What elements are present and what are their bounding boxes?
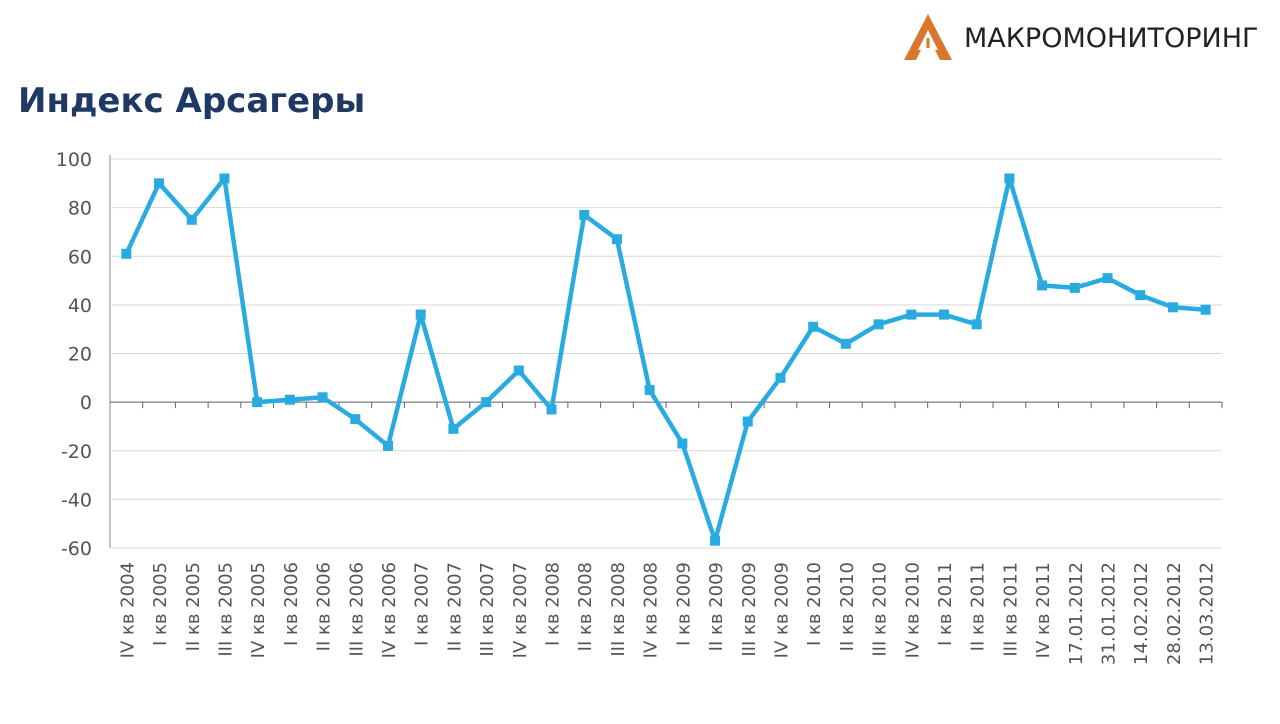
marker	[448, 423, 459, 434]
marker	[677, 438, 688, 449]
y-tick-label: 80	[68, 198, 92, 220]
marker	[644, 384, 655, 395]
x-tick-label: I кв 2005	[150, 562, 171, 646]
marker	[1037, 280, 1048, 291]
marker	[710, 535, 721, 546]
marker	[284, 394, 295, 405]
y-tick-label: -60	[61, 538, 92, 560]
marker	[579, 209, 590, 220]
y-tick-label: 20	[68, 344, 92, 366]
x-tick-label: III кв 2005	[215, 562, 236, 657]
marker	[971, 319, 982, 330]
x-tick-label: II кв 2005	[183, 562, 204, 651]
x-tick-label: I кв 2009	[673, 562, 694, 646]
y-tick-label: 0	[80, 392, 92, 414]
marker	[481, 397, 492, 408]
chart-title: Индекс Арсагеры	[18, 81, 365, 121]
marker	[939, 309, 949, 320]
x-tick-label: III кв 2009	[739, 562, 760, 657]
marker	[350, 414, 361, 425]
marker	[383, 440, 393, 451]
marker	[513, 365, 524, 376]
x-tick-label: II кв 2011	[968, 562, 989, 651]
x-tick-label: IV кв 2009	[771, 562, 792, 658]
x-tick-label: IV кв 2005	[248, 562, 269, 658]
marker	[775, 372, 786, 383]
marker	[1069, 282, 1080, 293]
x-tick-label: 13.03.2012	[1197, 562, 1218, 665]
line	[124, 176, 1206, 543]
x-tick-label: 28.02.2012	[1164, 562, 1185, 665]
x-tick-label: I кв 2007	[412, 562, 433, 646]
marker	[186, 214, 197, 225]
y-tick-label: 100	[56, 149, 92, 171]
logo-icon	[904, 14, 952, 60]
marker	[1167, 302, 1178, 313]
x-tick-label: III кв 2010	[870, 562, 891, 657]
x-tick-label: III кв 2008	[608, 562, 629, 657]
x-tick-label: III кв 2007	[477, 562, 498, 657]
x-tick-label: I кв 2010	[804, 562, 825, 646]
marker	[546, 404, 557, 415]
y-tick-label: 60	[68, 246, 92, 268]
marker	[317, 392, 328, 403]
x-tick-label: IV кв 2004	[117, 562, 138, 658]
x-tick-label: IV кв 2007	[510, 562, 531, 658]
marker	[121, 248, 132, 259]
x-tick-label: III кв 2011	[1000, 562, 1021, 657]
x-tick-label: IV кв 2011	[1033, 562, 1054, 658]
marker	[808, 321, 819, 332]
x-tick-label: II кв 2006	[314, 562, 335, 651]
marker	[252, 397, 263, 408]
marker	[873, 319, 884, 330]
marker	[154, 178, 165, 189]
x-tick-label: I кв 2011	[935, 562, 956, 646]
x-tick-label: I кв 2006	[281, 562, 302, 646]
marker	[1135, 290, 1146, 301]
marker	[219, 173, 230, 184]
marker	[1004, 173, 1015, 184]
marker	[742, 416, 753, 427]
brand: МАКРОМОНИТОРИНГ	[964, 23, 1259, 54]
x-tick-label: II кв 2009	[706, 562, 727, 651]
marker	[415, 309, 426, 320]
x-tick-label: IV кв 2008	[641, 562, 662, 658]
x-tick-label: I кв 2008	[543, 562, 564, 646]
x-tick-label: II кв 2010	[837, 562, 858, 651]
marker	[1102, 273, 1113, 284]
x-tick-label: 14.02.2012	[1131, 562, 1152, 665]
x-tick-label: 17.01.2012	[1066, 562, 1087, 665]
y-tick-label: -40	[61, 489, 92, 511]
x-tick-label: II кв 2008	[575, 562, 596, 651]
x-tick-label: 31.01.2012	[1099, 562, 1120, 665]
marker	[840, 338, 851, 349]
y-tick-label: 40	[68, 295, 92, 317]
x-tick-label: II кв 2007	[444, 562, 465, 651]
marker	[611, 234, 622, 245]
x-tick-label: III кв 2006	[346, 562, 367, 657]
y-tick-label: -20	[61, 441, 92, 463]
marker	[906, 309, 917, 320]
x-tick-label: IV кв 2006	[379, 562, 400, 658]
marker	[1200, 304, 1211, 315]
x-tick-label: IV кв 2010	[902, 562, 923, 658]
